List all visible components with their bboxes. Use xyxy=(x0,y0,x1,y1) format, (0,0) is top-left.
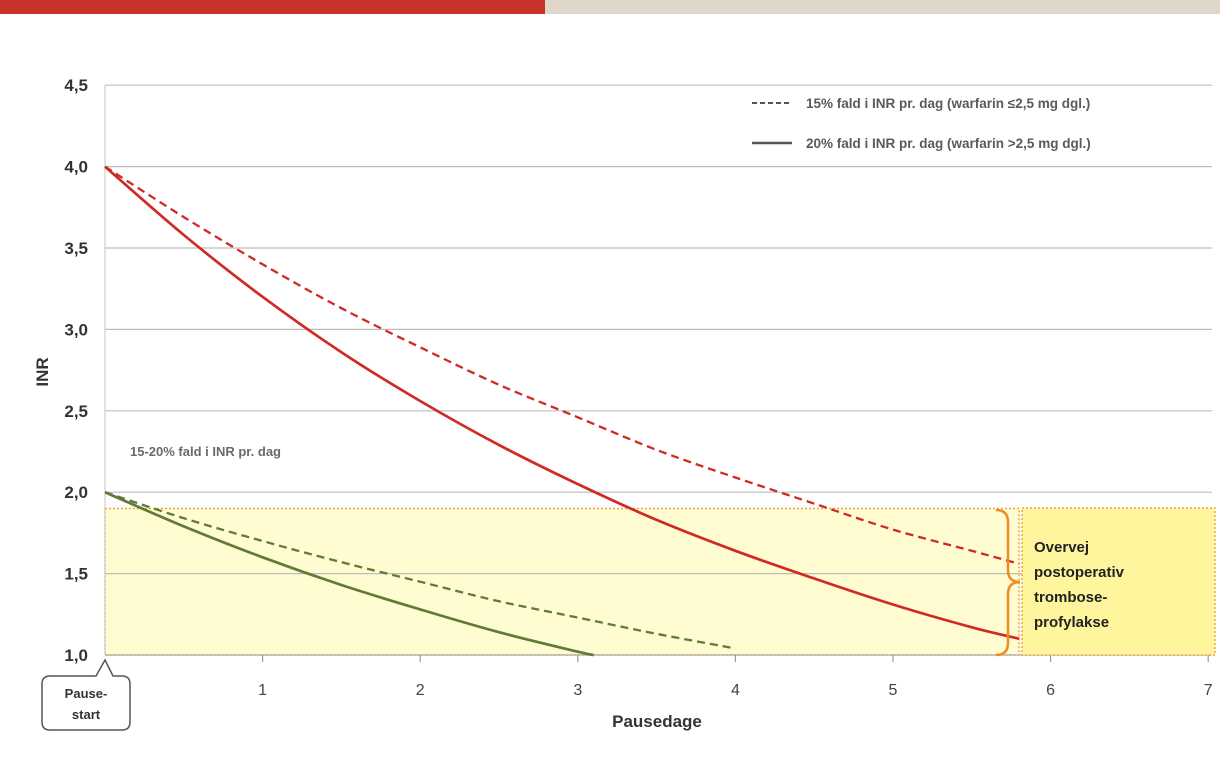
highlight-band xyxy=(104,507,1020,656)
series-line-2-solid xyxy=(104,165,1020,641)
x-tick-label: 3 xyxy=(573,682,582,699)
callout-line-4: profylakse xyxy=(1034,614,1109,631)
band-layer xyxy=(104,507,1020,656)
y-tick-label: 4,0 xyxy=(64,158,88,177)
top-bar-beige xyxy=(545,0,1220,14)
y-tick-label: 1,5 xyxy=(64,565,88,584)
y-axis-title: INR xyxy=(33,357,52,386)
y-tick-label: 3,0 xyxy=(64,320,88,339)
tick-layer: 1,0 1,5 2,0 2,5 3,0 3,5 4,0 4,5 1 2 3 4 5 6 7 xyxy=(64,76,1212,699)
pause-start-label: Pause- start xyxy=(41,658,131,731)
x-tick-label: 2 xyxy=(416,682,425,699)
series-line-1-dashed xyxy=(104,165,1020,565)
x-tick-label: 6 xyxy=(1046,682,1055,699)
series-line-4-solid xyxy=(104,490,594,657)
x-axis-title: Pausedage xyxy=(612,712,702,731)
legend-label-dashed: 15% fald i INR pr. dag (warfarin ≤2,5 mg… xyxy=(806,96,1090,111)
y-tick-label: 2,5 xyxy=(64,402,88,421)
callout-box xyxy=(1021,507,1216,656)
callout-line-1: Overvej xyxy=(1034,539,1089,556)
x-tick-label: 5 xyxy=(889,682,898,699)
pause-start-bubble xyxy=(41,658,131,731)
callout-line-3: trombose- xyxy=(1034,589,1107,606)
grid-layer xyxy=(104,84,1212,656)
x-tick-label: 4 xyxy=(731,682,740,699)
bracket xyxy=(995,508,1021,657)
x-tick-label: 7 xyxy=(1204,682,1213,699)
y-tick-label: 1,0 xyxy=(64,646,88,665)
y-tick-label: 2,0 xyxy=(64,483,88,502)
decline-annotation: 15-20% fald i INR pr. dag xyxy=(130,444,281,459)
series-layer xyxy=(104,165,1020,657)
y-tick-label: 4,5 xyxy=(64,76,88,95)
pause-start-line-1: Pause- xyxy=(65,686,108,701)
top-bar-red xyxy=(0,0,545,14)
legend-label-solid: 20% fald i INR pr. dag (warfarin >2,5 mg… xyxy=(806,136,1091,151)
y-tick-label: 3,5 xyxy=(64,239,88,258)
callout-line-2: postoperativ xyxy=(1034,564,1125,581)
legend: 15% fald i INR pr. dag (warfarin ≤2,5 mg… xyxy=(752,96,1091,151)
series-line-3-dashed xyxy=(104,491,736,650)
pause-start-line-2: start xyxy=(72,707,101,722)
x-tick-label: 1 xyxy=(258,682,267,699)
